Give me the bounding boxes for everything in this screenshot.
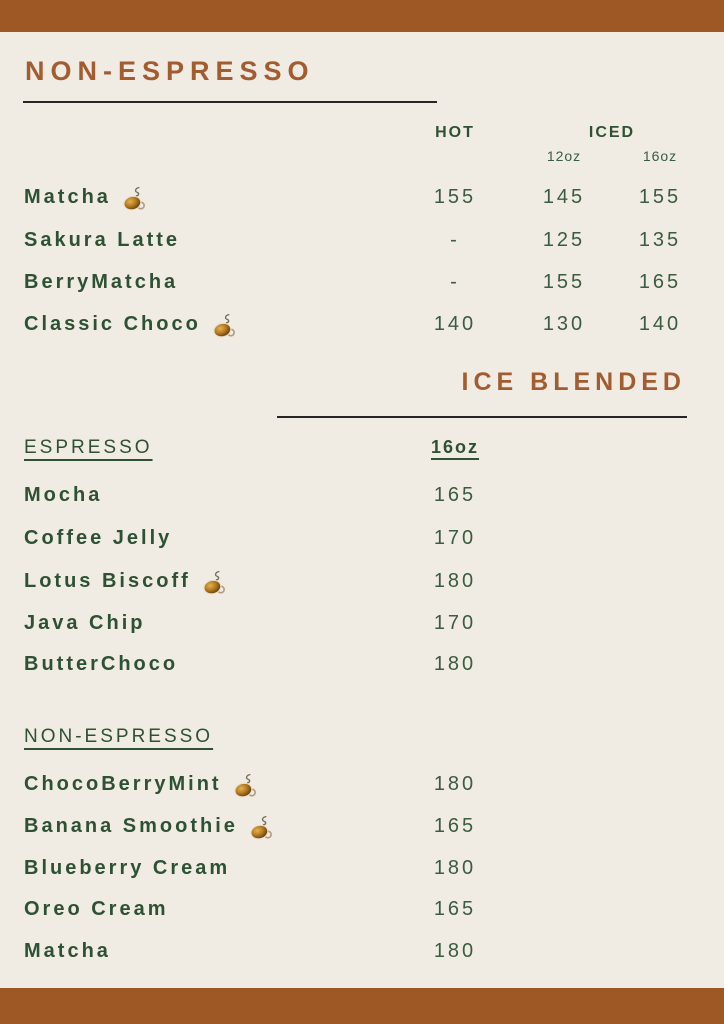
item-price: 170 <box>433 527 477 549</box>
item-price-12oz: 145 <box>542 186 586 208</box>
item-price-hot: 140 <box>433 313 477 335</box>
item-name: Oreo Cream <box>24 897 169 920</box>
item-name: Blueberry Cream <box>24 856 231 879</box>
menu-item-row: Oreo Cream 165 <box>24 894 700 924</box>
item-name: Banana Smoothie <box>24 814 238 837</box>
menu-item-row: ChocoBerryMint 180 <box>24 769 700 799</box>
section-title-non-espresso: NON-ESPRESSO <box>25 56 315 86</box>
divider-ice-blended <box>277 416 687 418</box>
item-price-12oz: 130 <box>542 313 586 335</box>
item-price-16oz: 135 <box>638 229 682 251</box>
item-name: Matcha <box>24 185 111 208</box>
coffee-cup-icon <box>211 313 237 339</box>
item-name: Java Chip <box>24 611 146 634</box>
item-price-16oz: 155 <box>638 186 682 208</box>
column-header-hot: HOT <box>435 124 475 141</box>
item-name: Coffee Jelly <box>24 526 173 549</box>
item-price: 180 <box>433 773 477 795</box>
column-header-16oz-blended: 16oz <box>430 437 480 457</box>
item-price-16oz: 140 <box>638 313 682 335</box>
item-price: 165 <box>433 898 477 920</box>
item-price: 180 <box>433 940 477 962</box>
column-header-12oz: 12oz <box>546 148 582 164</box>
menu-item-row: Banana Smoothie 165 <box>24 811 700 841</box>
menu-item-row: Sakura Latte - 125 135 <box>24 225 700 255</box>
menu-item-row: Matcha 180 <box>24 936 700 966</box>
item-price-12oz: 125 <box>542 229 586 251</box>
item-price: 165 <box>433 484 477 506</box>
menu-item-row: Java Chip 170 <box>24 608 700 638</box>
coffee-cup-icon <box>121 186 147 212</box>
item-price-12oz: 155 <box>542 271 586 293</box>
item-price: 170 <box>433 612 477 634</box>
item-price: 165 <box>433 815 477 837</box>
coffee-cup-icon <box>232 773 258 799</box>
subsection-label-non-espresso: NON-ESPRESSO <box>24 726 214 747</box>
item-price-hot: 155 <box>433 186 477 208</box>
menu-item-row: ButterChoco 180 <box>24 649 700 679</box>
menu-item-row: BerryMatcha - 155 165 <box>24 267 700 297</box>
item-name: Classic Choco <box>24 312 201 335</box>
subsection-label-espresso: ESPRESSO <box>24 437 153 458</box>
top-border-bar <box>0 0 724 32</box>
menu-item-row: Classic Choco 140 130 140 <box>24 309 700 339</box>
item-name: ButterChoco <box>24 652 179 675</box>
coffee-cup-icon <box>248 815 274 841</box>
item-name: Matcha <box>24 939 111 962</box>
item-name: BerryMatcha <box>24 270 179 293</box>
coffee-cup-icon <box>201 570 227 596</box>
item-name: Sakura Latte <box>24 228 181 251</box>
item-price: 180 <box>433 857 477 879</box>
item-name: ChocoBerryMint <box>24 772 222 795</box>
divider-non-espresso <box>23 101 437 103</box>
menu-item-row: Lotus Biscoff 180 <box>24 566 700 596</box>
menu-item-row: Mocha 165 <box>24 480 700 510</box>
item-price-hot: - <box>450 271 460 293</box>
item-name: Mocha <box>24 483 103 506</box>
item-price: 180 <box>433 570 477 592</box>
item-price: 180 <box>433 653 477 675</box>
menu-item-row: Blueberry Cream 180 <box>24 853 700 883</box>
menu-item-row: Matcha 155 145 155 <box>24 182 700 212</box>
item-name: Lotus Biscoff <box>24 569 191 592</box>
column-header-16oz: 16oz <box>642 148 678 164</box>
item-price-16oz: 165 <box>638 271 682 293</box>
column-header-iced: ICED <box>588 124 636 141</box>
section-title-ice-blended: ICE BLENDED <box>461 368 686 396</box>
item-price-hot: - <box>450 229 460 251</box>
menu-item-row: Coffee Jelly 170 <box>24 523 700 553</box>
bottom-border-bar <box>0 988 724 1024</box>
